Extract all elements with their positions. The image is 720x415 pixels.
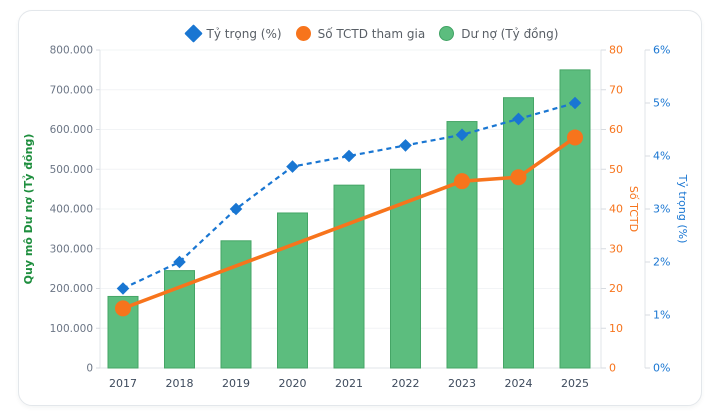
y-tctd-tick-label: 80: [609, 44, 623, 57]
bar-2018[interactable]: [164, 270, 195, 369]
y-tctd-tick-label: 10: [609, 322, 623, 335]
legend-label: Số TCTD tham gia: [317, 26, 426, 41]
pct-point-2018[interactable]: [173, 255, 186, 269]
y-pct-tick-label: 4%: [653, 150, 670, 163]
bar-2023[interactable]: [446, 121, 478, 369]
x-tick-label-2023: 2023: [448, 377, 476, 390]
y-axis-title-left: Quy mô Dư nợ (Tỷ đồng): [22, 134, 35, 285]
y-left-tick-label: 0: [86, 363, 93, 375]
y-pct-tick-label: 6%: [653, 44, 670, 57]
y-tctd-tick-label: 30: [609, 242, 623, 255]
y-left-tick-label: 400.000: [50, 204, 93, 216]
y-tctd-tick-label: 70: [609, 83, 623, 96]
bar-series: [107, 69, 591, 369]
y-axis-title-pct: Tỷ trọng (%): [676, 174, 689, 244]
y-tctd-tick-label: 40: [609, 203, 623, 216]
legend-item-so-tctd[interactable]: Số TCTD tham gia: [295, 26, 426, 41]
pct-point-2020[interactable]: [286, 160, 299, 173]
y-tctd-tick-label: 0: [609, 362, 616, 375]
y-left-tick-label: 700.000: [50, 84, 93, 96]
y-pct-tick-label: 0%: [653, 362, 670, 375]
axis-layer: 0 100.000 200.000 300.000 400.000 500.000 600.…: [50, 44, 671, 391]
x-tick-label-2022: 2022: [392, 377, 420, 390]
tctd-point-2024[interactable]: [510, 169, 527, 186]
y-left-tick-label: 200.000: [50, 283, 93, 295]
bar-2021[interactable]: [333, 184, 365, 369]
legend-label: Dư nợ (Tỷ đồng): [461, 26, 559, 41]
x-tick-label-2019: 2019: [222, 377, 250, 390]
tctd-point-2025[interactable]: [567, 129, 583, 146]
y-pct-tick-label: 5%: [653, 97, 670, 110]
bar-2020[interactable]: [277, 212, 308, 369]
x-tick-label-2024: 2024: [505, 377, 533, 390]
pct-point-2025[interactable]: [568, 96, 582, 110]
bar-2019[interactable]: [220, 240, 252, 369]
pct-point-2022[interactable]: [399, 139, 412, 152]
x-tick-label-2020: 2020: [279, 377, 307, 390]
y-left-tick-label: 100.000: [50, 323, 93, 335]
pct-point-2023[interactable]: [455, 128, 469, 142]
diamond-marker-icon: [183, 24, 203, 43]
y-left-tick-label: 800.000: [50, 45, 93, 57]
y-tctd-tick-label: 50: [609, 163, 623, 176]
pct-point-2019[interactable]: [229, 202, 243, 216]
chart-legend: Tỷ trọng (%) Số TCTD tham gia Dư nợ (Tỷ …: [100, 24, 645, 43]
x-tick-label-2017: 2017: [109, 377, 137, 390]
circle-marker-icon: [295, 26, 311, 41]
y-pct-tick-label: 3%: [653, 203, 670, 216]
y-left-tick-label: 300.000: [50, 243, 93, 255]
x-tick-label-2018: 2018: [166, 377, 194, 390]
pct-point-2024[interactable]: [512, 112, 525, 126]
line-series: [115, 96, 583, 317]
bar-2025[interactable]: [559, 69, 591, 369]
y-left-tick-label: 500.000: [50, 164, 93, 176]
tctd-line: [122, 135, 577, 311]
legend-item-ty-trong[interactable]: Tỷ trọng (%): [183, 24, 282, 43]
y-axis-title-tctd: Số TCTD: [627, 186, 640, 232]
y-pct-tick-label: 2%: [653, 256, 670, 269]
y-tctd-tick-label: 60: [609, 123, 623, 136]
tctd-point-2017[interactable]: [115, 300, 131, 317]
legend-item-du-no[interactable]: Dư nợ (Tỷ đồng): [439, 26, 558, 41]
pct-point-2017[interactable]: [116, 282, 130, 295]
pct-point-2021[interactable]: [342, 149, 356, 163]
y-left-tick-label: 600.000: [50, 124, 93, 136]
bar-2024[interactable]: [503, 97, 534, 369]
y-pct-tick-label: 1%: [653, 309, 670, 322]
circle-marker-icon: [439, 26, 455, 41]
legend-label: Tỷ trọng (%): [206, 26, 282, 41]
y-tctd-tick-label: 20: [609, 282, 623, 295]
tctd-point-2023[interactable]: [454, 173, 470, 190]
x-tick-label-2025: 2025: [561, 377, 589, 390]
x-tick-label-2021: 2021: [335, 377, 363, 390]
